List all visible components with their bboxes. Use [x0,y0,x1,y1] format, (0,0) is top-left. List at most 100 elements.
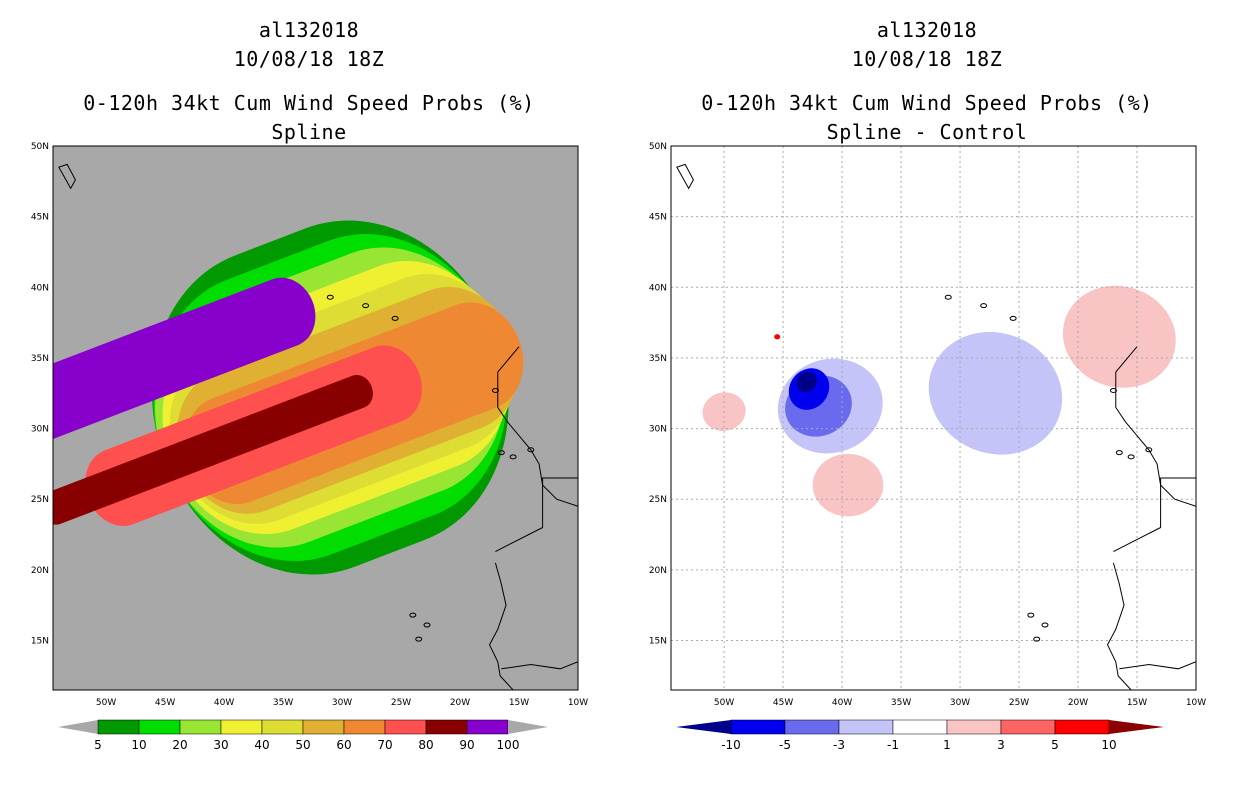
x-tick-label: 40W [832,698,852,708]
island-outline [1041,622,1049,628]
colorbar-swatch [138,719,181,735]
y-tick-label: 15N [31,637,49,647]
colorbar-label: 1 [943,738,951,752]
island-outline [980,303,988,309]
colorbar-label: 10 [131,738,146,752]
country-border [501,661,578,670]
x-tick-label: 20W [450,698,470,708]
colorbar-swatch [1000,719,1056,735]
island-outline [423,622,431,628]
colorbar-swatch [1054,719,1110,735]
difference-region-10 [774,334,781,340]
colorbar-swatch [343,719,386,735]
x-tick-label: 10W [568,698,588,708]
colorbar-over-arrow [508,720,548,734]
country-border [1119,661,1196,670]
difference-region--10 [796,371,817,393]
y-tick-label: 20N [649,566,667,576]
x-tick-label: 15W [1127,698,1147,708]
island-outline [1127,454,1135,460]
panel-subtitle: Spline - Control [826,120,1028,144]
colorbar: 5 10 20 30 40 50 60 70 80 90 100 [58,719,548,752]
colorbar-over-arrow [1109,720,1164,734]
island-outline [1033,636,1041,642]
colorbar-label: 70 [377,738,392,752]
spline-panel: al132018 10/08/18 18Z 0-120h 34kt Cum Wi… [31,18,588,752]
contour-band-90 [53,277,316,453]
colorbar: -10 -5 -3 -1 1 3 5 10 [676,719,1164,752]
island-outline [1145,447,1153,453]
island-outline [509,454,517,460]
product-title: 0-120h 34kt Cum Wind Speed Probs (%) [83,91,535,115]
x-tick-label: 25W [391,698,411,708]
colorbar-label: 20 [172,738,187,752]
x-tick-label: 45W [773,698,793,708]
date-title: 10/08/18 18Z [233,47,385,71]
y-tick-label: 15N [649,637,667,647]
island-outline [409,612,417,618]
colorbar-swatch [302,719,345,735]
panel-subtitle: Spline [271,120,347,144]
colorbar-label: -10 [721,738,741,752]
x-tick-label: 50W [714,698,734,708]
colorbar-swatch [892,719,948,735]
coastline [1106,562,1132,690]
colorbar-label: 5 [94,738,102,752]
y-tick-label: 45N [31,213,49,223]
island-outline [944,294,952,300]
colorbar-label: 5 [1051,738,1059,752]
colorbar-swatch [730,719,786,735]
island-outline [326,294,334,300]
colorbar-label: 10 [1101,738,1116,752]
x-tick-label: 30W [332,698,352,708]
colorbar-swatch [838,719,894,735]
y-tick-label: 40N [649,283,667,293]
y-tick-label: 50N [649,142,667,152]
storm-id-title: al132018 [258,18,360,42]
y-tick-label: 45N [649,213,667,223]
map-background [671,146,1196,690]
colorbar-under-arrow [676,720,731,734]
country-border [1113,477,1196,552]
colorbar-swatch [946,719,1002,735]
colorbar-swatch [97,719,140,735]
island-outline [362,303,370,309]
colorbar-label: 40 [254,738,269,752]
spline-control-panel: al132018 10/08/18 18Z 0-120h 34kt Cum Wi… [618,0,1236,800]
island-outline [1115,450,1123,456]
x-tick-label: 15W [509,698,529,708]
x-tick-label: 35W [273,698,293,708]
x-tick-label: 20W [1068,698,1088,708]
x-tick-label: 25W [1009,698,1029,708]
y-tick-label: 25N [649,495,667,505]
date-title: 10/08/18 18Z [851,47,1003,71]
x-tick-label: 30W [950,698,970,708]
y-tick-label: 50N [31,142,49,152]
island-outline [415,636,423,642]
map-frame [52,145,579,691]
island-outline [497,450,505,456]
x-tick-label: 50W [96,698,116,708]
colorbar-label: -3 [833,738,845,752]
x-tick-label: 35W [891,698,911,708]
colorbar-swatch [384,719,427,735]
y-tick-label: 35N [31,354,49,364]
colorbar-swatch [466,719,509,735]
map-content [671,146,1196,690]
colorbar-label: -1 [887,738,899,752]
colorbar-label: 90 [459,738,474,752]
y-tick-label: 40N [31,283,49,293]
difference-region--1 [928,331,1063,455]
island-outline [391,315,399,321]
island-outline [1009,315,1017,321]
difference-map-chart: 50W 45W 40W 35W 30W 25W 20W 15W 10W 50N 45N 40N 35N 3… [649,142,1206,752]
x-tick-label: 45W [155,698,175,708]
y-tick-label: 20N [31,566,49,576]
spline-map-chart: 50W 45W 40W 35W 30W 25W 20W 15W 10W 50N 45N 40N 35N 3… [31,142,588,752]
coastline [676,163,694,190]
y-tick-label: 25N [31,495,49,505]
colorbar-label: 3 [997,738,1005,752]
colorbar-swatch [179,719,222,735]
colorbar-swatch [261,719,304,735]
colorbar-swatch [784,719,840,735]
